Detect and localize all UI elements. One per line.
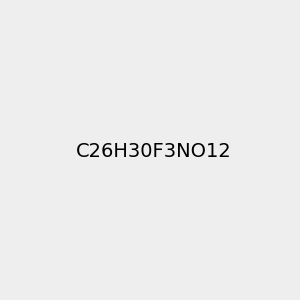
Text: C26H30F3NO12: C26H30F3NO12 bbox=[76, 142, 232, 161]
